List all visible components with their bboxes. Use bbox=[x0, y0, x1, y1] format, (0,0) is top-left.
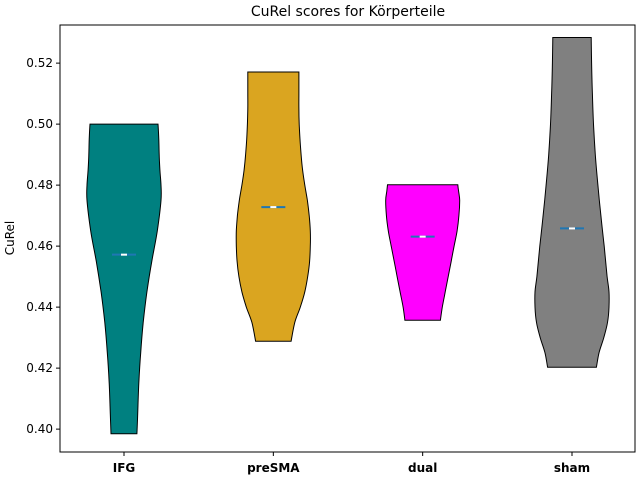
y-tick-label: 0.42 bbox=[26, 361, 53, 375]
y-tick-label: 0.46 bbox=[26, 239, 53, 253]
violins-group bbox=[86, 37, 610, 435]
chart-title: CuRel scores for Körperteile bbox=[251, 4, 445, 20]
x-tick-label: IFG bbox=[113, 461, 136, 475]
y-axis-ticks: 0.40 0.42 0.44 0.46 0.48 0.50 0.52 bbox=[26, 56, 60, 436]
x-tick-label: preSMA bbox=[247, 461, 300, 475]
y-tick-label: 0.52 bbox=[26, 56, 53, 70]
median-marker-presma bbox=[270, 206, 277, 209]
y-tick-label: 0.40 bbox=[26, 422, 53, 436]
y-tick-label: 0.50 bbox=[26, 117, 53, 131]
y-axis-label: CuRel bbox=[3, 221, 17, 256]
x-tick-label: dual bbox=[408, 461, 437, 475]
median-marker-dual bbox=[419, 235, 426, 238]
violin-ifg bbox=[86, 123, 162, 435]
violin-dual bbox=[385, 184, 461, 321]
plot-frame bbox=[59, 24, 636, 453]
y-tick-label: 0.48 bbox=[26, 178, 53, 192]
violin-sham bbox=[534, 37, 610, 368]
x-tick-label: sham bbox=[554, 461, 590, 475]
y-tick-label: 0.44 bbox=[26, 300, 53, 314]
median-marker-ifg bbox=[121, 253, 127, 256]
median-marker-sham bbox=[569, 227, 575, 230]
x-axis-ticks: IFG preSMA dual sham bbox=[113, 452, 590, 475]
